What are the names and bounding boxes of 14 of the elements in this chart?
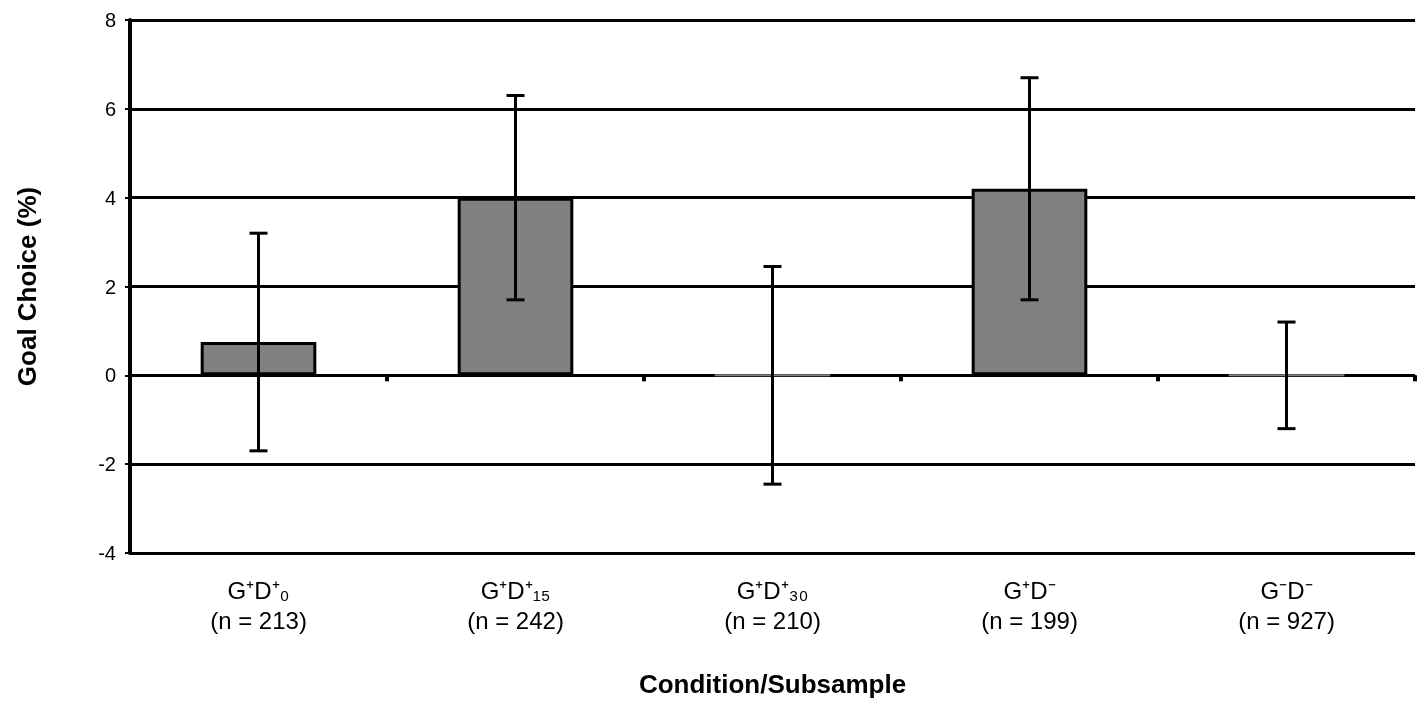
x-tick-label: G⁺D⁻ (n = 199) (981, 576, 1078, 634)
x-tick-label: G⁻D⁻ (n = 927) (1238, 576, 1335, 634)
y-tick-label: 0 (104, 364, 116, 387)
y-tick-label: -4 (98, 542, 116, 564)
y-tick-label: 2 (104, 275, 116, 298)
y-tick-label: 8 (104, 9, 116, 31)
y-tick-label: -2 (98, 453, 116, 476)
x-tick-label: G⁺D⁺₀ (n = 213) (210, 576, 307, 634)
y-axis-title: Goal Choice (%) (12, 186, 42, 387)
x-tick-label: G⁺D⁺₃₀ (n = 210) (724, 576, 821, 634)
y-tick-label: 6 (104, 97, 116, 120)
y-tick-label: 4 (104, 186, 116, 209)
x-axis-title: Condition/Subsample (638, 669, 907, 699)
x-tick-label: G⁺D⁺₁₅ (n = 242) (467, 576, 564, 634)
